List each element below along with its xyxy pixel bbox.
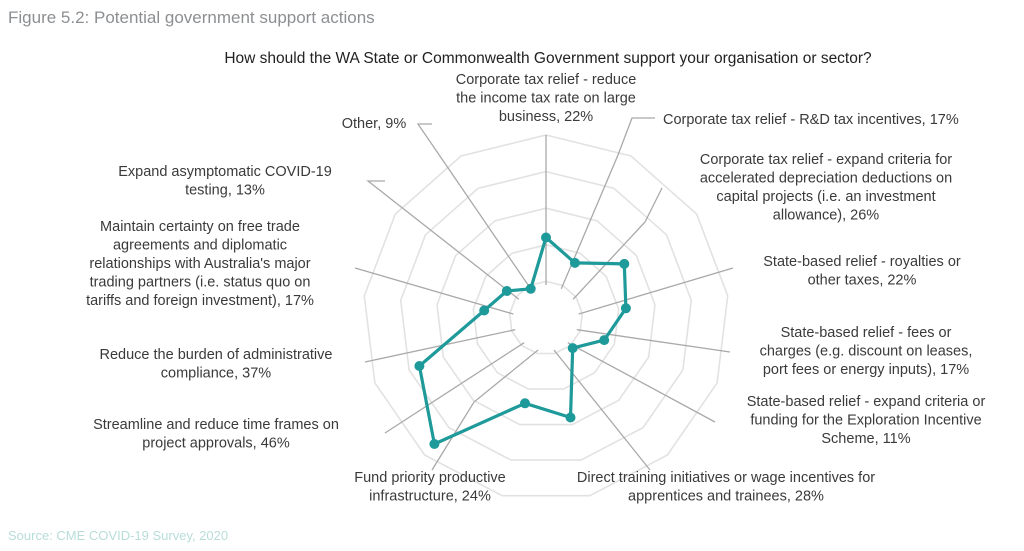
category-label-line: allowance), 26% — [773, 208, 879, 224]
category-label-line: Reduce the burden of administrative — [100, 347, 333, 363]
category-label-line: business, 22% — [499, 109, 593, 125]
label-layer: Corporate tax relief - reduce the income … — [86, 72, 985, 505]
category-label-line: Streamline and reduce time frames on — [93, 417, 339, 433]
data-point-7 — [565, 412, 576, 423]
data-point-9 — [429, 439, 440, 449]
grid-layer — [363, 134, 729, 497]
figure-caption: Figure 5.2: Potential government support… — [8, 8, 375, 27]
category-label-7: Direct training initiatives or wage ince… — [577, 470, 875, 505]
category-label-line: testing, 13% — [185, 183, 265, 199]
grid-ring-1 — [508, 280, 584, 355]
spoke-3 — [572, 187, 663, 300]
category-label-12: Expand asymptomatic COVID-19 testing, 13% — [118, 164, 332, 199]
category-label-line: Other, 9% — [342, 116, 407, 132]
category-label-line: infrastructure, 24% — [369, 489, 491, 505]
data-point-13 — [525, 283, 536, 294]
category-label-line: Corporate tax relief - expand criteria f… — [700, 152, 952, 168]
category-label-line: Maintain certainty on free trade — [100, 219, 300, 235]
category-label-line: apprentices and trainees, 28% — [628, 489, 824, 505]
category-label-line: State-based relief - fees or — [781, 325, 952, 341]
category-label-6: State-based relief - expand criteria or f… — [747, 394, 986, 447]
category-label-9: Streamline and reduce time frames on proj… — [93, 417, 339, 452]
category-label-3: Corporate tax relief - expand criteria f… — [700, 152, 952, 224]
spoke-13 — [416, 123, 532, 290]
grid-ring-3 — [436, 207, 656, 426]
data-point-2 — [569, 257, 580, 268]
spoke-layer — [354, 117, 734, 471]
category-label-line: Expand asymptomatic COVID-19 — [118, 164, 332, 180]
category-label-line: project approvals, 46% — [142, 436, 290, 452]
spoke-7 — [553, 349, 651, 471]
category-label-line: funding for the Exploration Incentive — [750, 413, 981, 429]
category-label-line: State-based relief - expand criteria or — [747, 394, 986, 410]
grid-ring-2 — [472, 243, 620, 390]
category-label-line: agreements and diplomatic — [113, 238, 287, 254]
spoke-2 — [560, 117, 655, 290]
category-label-5: State-based relief - fees or charges (e.g… — [760, 325, 973, 378]
spoke-6 — [567, 342, 716, 423]
spoke-12 — [366, 180, 520, 300]
category-label-line: State-based relief - royalties or — [763, 254, 961, 270]
data-point-11 — [479, 305, 490, 316]
series-layer — [414, 232, 631, 449]
data-point-1 — [541, 232, 551, 243]
data-point-12 — [501, 286, 512, 296]
category-label-line: accelerated depreciation deductions on — [700, 171, 952, 187]
data-point-6 — [567, 343, 578, 354]
category-label-11: Maintain certainty on free trade agreemen… — [86, 219, 314, 309]
chart-title: How should the WA State or Commonwealth … — [224, 50, 872, 67]
category-label-4: State-based relief - royalties or other t… — [763, 254, 961, 289]
category-label-line: charges (e.g. discount on leases, — [760, 344, 973, 360]
category-label-line: capital projects (i.e. an investment — [716, 189, 935, 205]
data-point-4 — [620, 303, 631, 314]
category-label-13: Other, 9% — [342, 116, 407, 132]
category-label-line: relationships with Australia's major — [89, 256, 310, 272]
category-label-line: Corporate tax relief - R&D tax incentive… — [663, 112, 959, 128]
category-label-line: trading partners (i.e. status quo on — [90, 275, 311, 291]
category-label-10: Reduce the burden of administrative compl… — [100, 347, 333, 382]
spoke-4 — [578, 267, 734, 315]
spoke-9 — [384, 342, 525, 434]
data-point-10 — [414, 361, 425, 371]
category-label-line: Scheme, 11% — [821, 431, 910, 447]
spoke-10 — [364, 329, 516, 363]
spoke-5 — [576, 329, 731, 353]
category-label-line: Direct training initiatives or wage ince… — [577, 470, 875, 486]
data-point-3 — [619, 258, 630, 269]
grid-ring-5 — [363, 134, 729, 497]
data-point-5 — [599, 335, 610, 346]
spoke-8 — [431, 349, 539, 471]
data-point-8 — [520, 398, 530, 409]
source-note: Source: CME COVID-19 Survey, 2020 — [8, 528, 229, 543]
category-label-1: Corporate tax relief - reduce the income … — [456, 72, 637, 125]
category-label-line: other taxes, 22% — [808, 273, 917, 289]
category-label-8: Fund priority productive infrastructure, … — [354, 470, 506, 505]
category-label-line: tariffs and foreign investment), 17% — [86, 293, 314, 309]
grid-ring-4 — [399, 170, 693, 461]
category-label-2: Corporate tax relief - R&D tax incentive… — [663, 112, 959, 128]
category-label-line: the income tax rate on large — [456, 91, 636, 107]
category-label-line: Corporate tax relief - reduce — [456, 72, 637, 88]
category-label-line: port fees or energy inputs), 17% — [763, 362, 969, 378]
category-label-line: Fund priority productive — [354, 470, 506, 486]
category-label-line: compliance, 37% — [161, 366, 272, 382]
